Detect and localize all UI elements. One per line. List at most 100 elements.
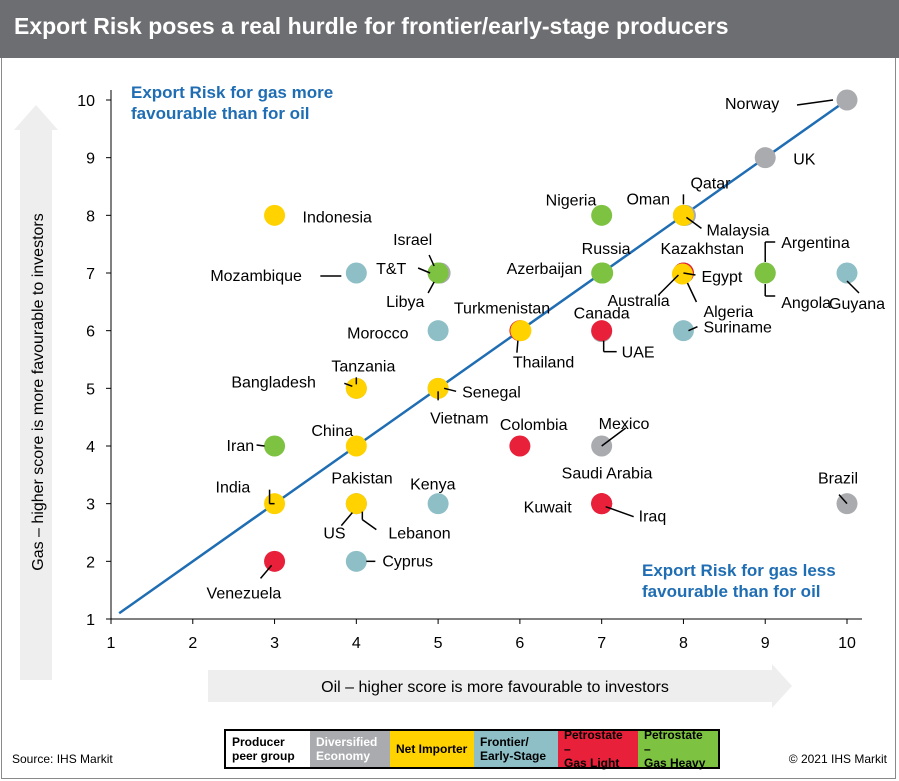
leader-australia [657,274,679,296]
legend-header: Producer peer group [226,731,310,767]
label-egypt: Egypt [701,269,742,286]
label-mozambique: Mozambique [210,268,302,285]
leader-israel [428,254,435,267]
label-oman: Oman [626,191,670,208]
label-pakistan: Pakistan [331,471,392,488]
label-kenya: Kenya [410,477,455,494]
y-tick-label-9: 9 [86,151,95,168]
leader-bangladesh [344,382,353,388]
label-colombia: Colombia [500,417,568,434]
label-bangladesh: Bangladesh [231,374,316,391]
label-turkmenistan: Turkmenistan [454,301,550,318]
label-australia: Australia [607,293,669,310]
point-venezuela [264,550,286,572]
x-tick-label-2: 2 [188,635,197,652]
leader-senegal [443,387,457,393]
label-iran: Iran [227,438,255,455]
point-suriname [672,320,694,342]
label-algeria: Algeria [703,304,753,321]
point-uae [591,320,613,342]
point-iraq [591,493,613,515]
label-kuwait: Kuwait [524,500,573,517]
leader-libya [427,281,435,294]
x-tick-label-4: 4 [352,635,361,652]
y-axis-title: Gas – higher score is more favourable to… [30,213,47,571]
legend-item-petrostate-gas-heavy: Petrostate – Gas Heavy [638,728,718,770]
source-note: Source: IHS Markit [12,752,113,766]
point-azerbaijan [592,262,614,284]
legend-item-frontier-early-stage: Frontier/ Early-Stage [474,731,558,767]
label-us: US [323,526,345,543]
legend-item-diversified-economy: Diversified Economy [310,731,390,767]
point-israel [427,262,449,284]
point-bangladesh [345,377,367,399]
leader-venezuela [259,564,273,579]
point-indonesia [264,204,286,226]
point-egypt [671,263,693,285]
x-tick-label-7: 7 [597,635,606,652]
label-indonesia: Indonesia [303,209,372,226]
legend: Producer peer group Diversified Economy … [224,728,720,770]
leader-mexico [601,427,627,447]
leader-egypt [683,272,696,276]
label-nigeria: Nigeria [546,192,597,209]
y-tick-label-10: 10 [77,93,95,110]
label-venezuela: Venezuela [207,585,282,602]
chart-title: Export Risk poses a real hurdle for fron… [14,13,729,39]
x-axis-arrow [208,664,792,708]
label-vietnam: Vietnam [430,410,488,427]
legend-item-net-importer: Net Importer [390,731,474,767]
label-guyana: Guyana [829,296,885,313]
leader-lebanon [361,519,377,531]
diagonal-line [118,98,848,615]
point-angola [754,262,776,284]
y-tick-label-6: 6 [86,324,95,341]
point-oman [672,204,694,226]
annotation-gas-more-favourable: Export Risk for gas more favourable than … [131,83,333,123]
label-t-t: T&T [376,261,406,278]
leader-iran [256,444,265,447]
copyright-note: © 2021 IHS Markit [788,752,887,766]
point-uk [754,147,776,169]
y-tick-label-4: 4 [86,439,95,456]
label-kazakhstan: Kazakhstan [660,241,744,258]
leader-guyana [846,280,860,294]
label-iraq: Iraq [639,509,667,526]
label-argentina: Argentina [781,235,850,252]
label-qatar: Qatar [690,175,731,192]
y-axis-arrow [14,105,58,680]
leader-malaysia [686,216,702,229]
label-india: India [216,480,251,497]
point-thailand [510,320,532,342]
point-pakistan [345,493,367,515]
point-guyana [836,262,858,284]
leader-algeria [686,282,698,303]
y-tick-label-8: 8 [86,208,95,225]
label-uae: UAE [622,345,655,362]
point-kenya [427,493,449,515]
label-cyprus: Cyprus [382,553,433,570]
x-tick-label-6: 6 [515,635,524,652]
label-china: China [311,423,353,440]
x-tick-label-1: 1 [107,635,116,652]
point-norway [836,89,858,111]
y-tick-label-5: 5 [86,381,95,398]
annotation-gas-less-favourable: Export Risk for gas less favourable than … [642,561,836,601]
label-israel: Israel [393,232,432,249]
label-mexico: Mexico [599,416,650,433]
leader-norway [796,99,834,106]
point-iran [264,435,286,457]
x-axis-title: Oil – higher score is more favourable to… [321,679,669,696]
point-nigeria [591,204,613,226]
x-tick-label-5: 5 [434,635,443,652]
label-morocco: Morocco [347,326,408,343]
point-mozambique [345,262,367,284]
point-china [345,435,367,457]
x-tick-label-3: 3 [270,635,279,652]
label-angola: Angola [781,295,831,312]
label-libya: Libya [386,294,424,311]
label-lebanon: Lebanon [388,526,450,543]
leader-us [340,512,353,527]
label-malaysia: Malaysia [706,222,769,239]
point-colombia [509,435,531,457]
